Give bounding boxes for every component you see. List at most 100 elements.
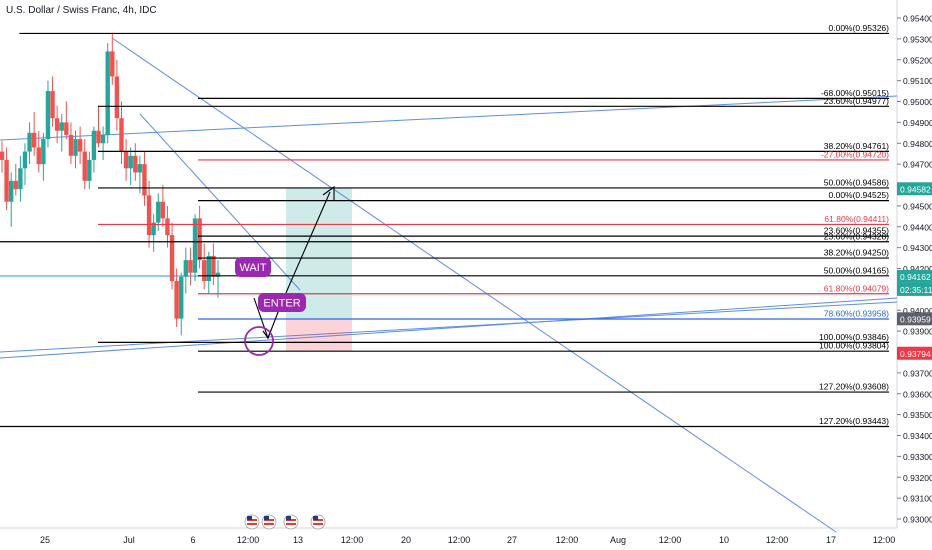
candle-body: [91, 130, 97, 160]
candle-body: [41, 139, 46, 165]
y-tick-label: 0.93300: [903, 452, 932, 462]
flag-canton: [264, 516, 269, 520]
short-downtrend-line[interactable]: [139, 113, 301, 291]
price-badge-label: 0.94582: [900, 184, 931, 194]
y-tick-label: 0.94700: [903, 160, 932, 170]
candle-body: [13, 180, 18, 190]
enter-callout-label: ENTER: [263, 298, 300, 310]
candle-body: [137, 164, 143, 173]
upper-channel-line[interactable]: [0, 95, 898, 141]
candle-body: [146, 195, 152, 236]
y-tick-label: 0.95000: [903, 97, 932, 107]
y-tick-label: 0.94400: [903, 222, 932, 232]
candle-body: [77, 139, 83, 152]
price-badge-label: 0.94162: [900, 272, 931, 282]
downtrend-line[interactable]: [111, 37, 837, 533]
fib-level-label: 50.00%(0.94586): [824, 177, 889, 187]
candle-body: [68, 134, 74, 156]
flag-stripe: [264, 523, 274, 525]
fib-level-label: 61.80%(0.94079): [824, 283, 889, 293]
y-tick-label: 0.93100: [903, 494, 932, 504]
fib-level-label: -27.00%(0.94720): [821, 149, 889, 159]
candle-body: [192, 218, 198, 273]
x-tick-label: 6: [190, 535, 195, 545]
fib-level-label: 23.60%(0.94328): [824, 231, 889, 241]
y-tick-label: 0.93400: [903, 431, 932, 441]
candle-body: [119, 118, 124, 152]
flag-canton: [313, 516, 318, 520]
enter-callout[interactable]: [258, 293, 306, 312]
flag-canton: [247, 516, 252, 520]
candle-body: [36, 147, 41, 165]
candle-body: [59, 122, 64, 131]
fib-level-label: 50.00%(0.94165): [824, 265, 889, 275]
x-tick-label: 12:00: [237, 535, 260, 545]
fib-level-label: 61.80%(0.94411): [824, 214, 889, 224]
candle-body: [31, 132, 37, 148]
candle-body: [96, 130, 101, 144]
candle-body: [174, 281, 179, 319]
y-tick-label: 0.94800: [903, 139, 932, 149]
candle-body: [165, 218, 170, 236]
price-badge: [897, 312, 932, 326]
price-badge: [897, 269, 932, 283]
fib-level-label: 127.20%(0.93608): [819, 382, 889, 392]
price-badge: [897, 346, 932, 360]
candle-body: [100, 134, 106, 144]
chart-title: U.S. Dollar / Swiss Franc, 4h, IDC: [6, 5, 157, 16]
wait-callout[interactable]: [235, 257, 271, 277]
price-badge-label: 02:35:11: [900, 285, 932, 295]
fib-level-label: 100.00%(0.93804): [819, 341, 889, 351]
candle-body: [169, 235, 175, 282]
x-tick-label: 12:00: [341, 535, 364, 545]
lower-channel-line[interactable]: [0, 297, 898, 359]
fib-level-label: 100.00%(0.93846): [819, 332, 889, 342]
candle-body: [50, 91, 55, 119]
candle-body: [211, 255, 216, 277]
x-tick-label: 12:00: [556, 535, 579, 545]
candle-body: [197, 218, 202, 261]
candle-body: [105, 51, 110, 135]
candle-body: [114, 76, 120, 119]
lower-channel-line-2[interactable]: [0, 301, 898, 353]
fib-level-label: 23.60%(0.94977): [824, 96, 889, 106]
wait-callout-label: WAIT: [239, 262, 266, 274]
y-tick-label: 0.95100: [903, 76, 932, 86]
candle-body: [179, 276, 184, 319]
entry-circle[interactable]: [244, 326, 274, 356]
x-tick-label: 10: [719, 535, 729, 545]
flag-stripe: [247, 523, 257, 525]
candle-body: [160, 201, 166, 219]
candle-body: [183, 260, 189, 277]
candle-body: [123, 151, 129, 169]
price-badge-label: 0.93959: [900, 314, 931, 324]
fib-level-label: 38.20%(0.94250): [824, 248, 889, 258]
fib-level-label: 38.20%(0.94761): [824, 141, 889, 151]
flag-stripe: [313, 523, 323, 525]
x-tick-label: 12:00: [659, 535, 682, 545]
y-tick-label: 0.93900: [903, 327, 932, 337]
candle-body: [142, 164, 147, 196]
candle-body: [215, 272, 221, 277]
candle-body: [151, 222, 156, 236]
candle-body: [128, 155, 133, 169]
fib-level-label: -68.00%(0.95015): [821, 88, 889, 98]
candle-body: [188, 260, 193, 273]
y-tick-label: 0.94000: [903, 306, 932, 316]
price-badge: [897, 182, 932, 196]
candle-body: [64, 122, 69, 135]
y-tick-label: 0.94200: [903, 264, 932, 274]
flag-canton: [286, 516, 291, 520]
fib-level-label: 0.00%(0.95326): [829, 23, 890, 33]
position-loss-zone[interactable]: [286, 319, 352, 352]
fib-level-label: 78.60%(0.93958): [824, 309, 889, 319]
arrow-head-up: [322, 185, 335, 200]
candle-body: [8, 180, 14, 202]
candle-body: [87, 159, 92, 181]
candle-body: [110, 51, 115, 77]
candle-body: [133, 155, 138, 173]
x-tick-label: 17: [826, 535, 836, 545]
candle-body: [27, 132, 32, 152]
y-tick-label: 0.94900: [903, 118, 932, 128]
